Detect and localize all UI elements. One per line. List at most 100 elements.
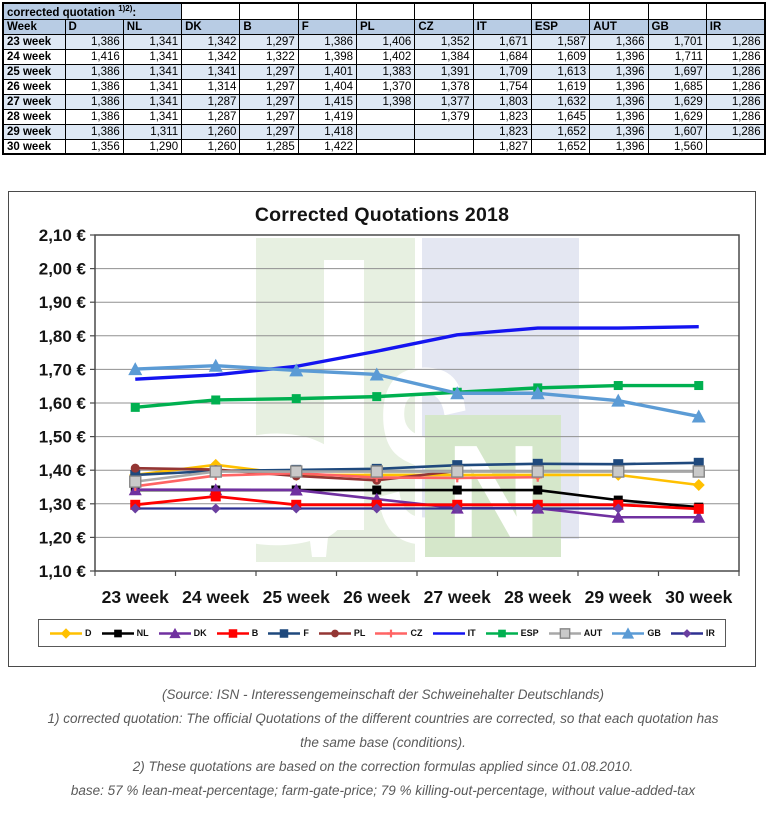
legend-swatch-DK xyxy=(158,627,191,639)
series-marker-GB xyxy=(450,386,465,400)
value-cell xyxy=(414,138,474,155)
series-marker-DK xyxy=(611,511,625,524)
value-cell: 1,398 xyxy=(356,93,416,110)
y-axis-label: 1,40 € xyxy=(39,462,87,481)
table-caption-empty-cell xyxy=(530,2,591,20)
table-row: 29 week 1,386 1,311 1,260 1,297 1,418 1,823 1,6… xyxy=(2,123,766,140)
value-cell: 1,297 xyxy=(239,63,299,80)
series-marker-AUT xyxy=(612,465,625,479)
value-cell: 1,396 xyxy=(589,138,649,155)
y-axis-label: 1,60 € xyxy=(39,394,87,413)
table-row: 23 week 1,386 1,341 1,342 1,297 1,386 1,406 1,3… xyxy=(2,33,766,50)
legend-label-F: F xyxy=(303,628,309,639)
x-axis-label: 30 week xyxy=(665,587,732,607)
watermark-pig xyxy=(191,433,352,558)
series-marker-DK xyxy=(692,511,706,524)
value-cell: 1,396 xyxy=(589,78,649,95)
series-GB xyxy=(128,359,706,423)
column-header: ESP xyxy=(530,18,591,35)
series-marker-ESP xyxy=(497,629,506,638)
value-cell: 1,386 xyxy=(64,108,124,125)
legend-swatch-PL xyxy=(318,629,351,638)
series-marker-F xyxy=(693,458,704,469)
series-marker-IR xyxy=(613,503,624,514)
value-cell: 1,386 xyxy=(64,63,124,80)
value-cell: 1,341 xyxy=(122,63,183,80)
value-cell: 1,386 xyxy=(64,33,124,50)
value-cell: 1,402 xyxy=(356,48,416,65)
series-marker-NL xyxy=(113,629,122,638)
series-marker-AUT xyxy=(692,465,705,479)
series-marker-AUT xyxy=(209,465,222,479)
table-caption-empty-cell xyxy=(589,2,649,20)
value-cell: 1,297 xyxy=(239,78,299,95)
column-header: B xyxy=(239,18,299,35)
series-marker-F xyxy=(613,459,624,470)
value-cell: 1,311 xyxy=(122,123,183,140)
value-cell: 1,383 xyxy=(356,63,416,80)
x-axis-label: 27 week xyxy=(424,587,491,607)
y-axis-label: 1,20 € xyxy=(39,529,87,548)
series-line-GB xyxy=(135,364,700,419)
legend-item-NL: NL xyxy=(101,627,149,640)
table-row: 24 week 1,416 1,341 1,342 1,322 1,398 1,402 1,3… xyxy=(2,48,766,65)
y-axis-label: 1,70 € xyxy=(39,361,87,380)
series-marker-IR xyxy=(371,503,382,514)
value-cell: 1,587 xyxy=(530,33,591,50)
column-header: D xyxy=(64,18,124,35)
series-marker-F xyxy=(452,460,463,471)
y-axis-label: 1,80 € xyxy=(39,327,87,346)
legend-label-B: B xyxy=(251,628,259,639)
value-cell: 1,286 xyxy=(705,108,766,125)
footnote-line: (Source: ISN - Interessengemeinschaft de… xyxy=(162,687,604,703)
legend-swatch-IT xyxy=(432,632,465,635)
value-cell: 1,297 xyxy=(239,108,299,125)
value-cell: 1,404 xyxy=(297,78,358,95)
column-header: IT xyxy=(472,18,532,35)
value-cell: 1,422 xyxy=(297,138,358,155)
series-marker-AUT xyxy=(531,465,544,479)
value-cell: 1,386 xyxy=(64,93,124,110)
series-marker-F xyxy=(532,459,543,470)
table-caption-empty-cell xyxy=(356,2,416,20)
value-cell: 1,386 xyxy=(297,33,358,50)
series-marker-IR xyxy=(130,503,141,514)
value-cell: 1,341 xyxy=(122,108,183,125)
table-row: 28 week 1,386 1,341 1,287 1,297 1,419 1,379 1,8… xyxy=(2,108,766,125)
table-row: 26 week 1,386 1,341 1,314 1,297 1,404 1,370 1,3… xyxy=(2,78,766,95)
week-cell: 25 week xyxy=(2,63,66,80)
legend-swatch-AUT xyxy=(548,627,581,639)
table-caption-empty-cell xyxy=(239,2,299,20)
legend-item-AUT: AUT xyxy=(548,627,602,640)
y-axis-label: 1,10 € xyxy=(39,562,87,581)
series-line-CZ xyxy=(135,472,538,488)
value-cell: 1,709 xyxy=(472,63,532,80)
y-axis-label: 2,00 € xyxy=(39,260,87,279)
value-cell: 1,419 xyxy=(297,108,358,125)
legend-swatch-F xyxy=(268,629,301,638)
series-line-IT xyxy=(135,325,699,382)
series-marker-ESP xyxy=(372,392,382,402)
value-cell: 1,418 xyxy=(297,123,358,140)
series-marker-AUT xyxy=(451,465,464,479)
legend-item-PL: PL xyxy=(318,627,365,640)
legend-swatch-B xyxy=(216,629,249,638)
series-marker-AUT xyxy=(559,627,571,639)
series-IR xyxy=(130,503,624,514)
watermark-letter-n: N xyxy=(446,418,541,565)
footnote-line: the same base (conditions). xyxy=(300,735,466,751)
table-caption-empty-cell xyxy=(705,2,766,20)
series-marker-NL xyxy=(452,485,462,495)
legend-swatch-GB xyxy=(612,627,645,639)
series-AUT xyxy=(129,465,705,489)
series-marker-GB xyxy=(530,386,545,400)
value-cell: 1,652 xyxy=(530,123,591,140)
legend-swatch-ESP xyxy=(485,629,518,638)
chart-legend: D NL DK B F PL CZ IT ESP AUT GB IR xyxy=(38,619,726,648)
value-cell: 1,379 xyxy=(414,108,474,125)
value-cell: 1,386 xyxy=(64,78,124,95)
value-cell: 1,609 xyxy=(530,48,591,65)
value-cell: 1,416 xyxy=(64,48,124,65)
y-axis-label: 1,50 € xyxy=(39,428,87,447)
series-marker-AUT xyxy=(129,475,142,489)
